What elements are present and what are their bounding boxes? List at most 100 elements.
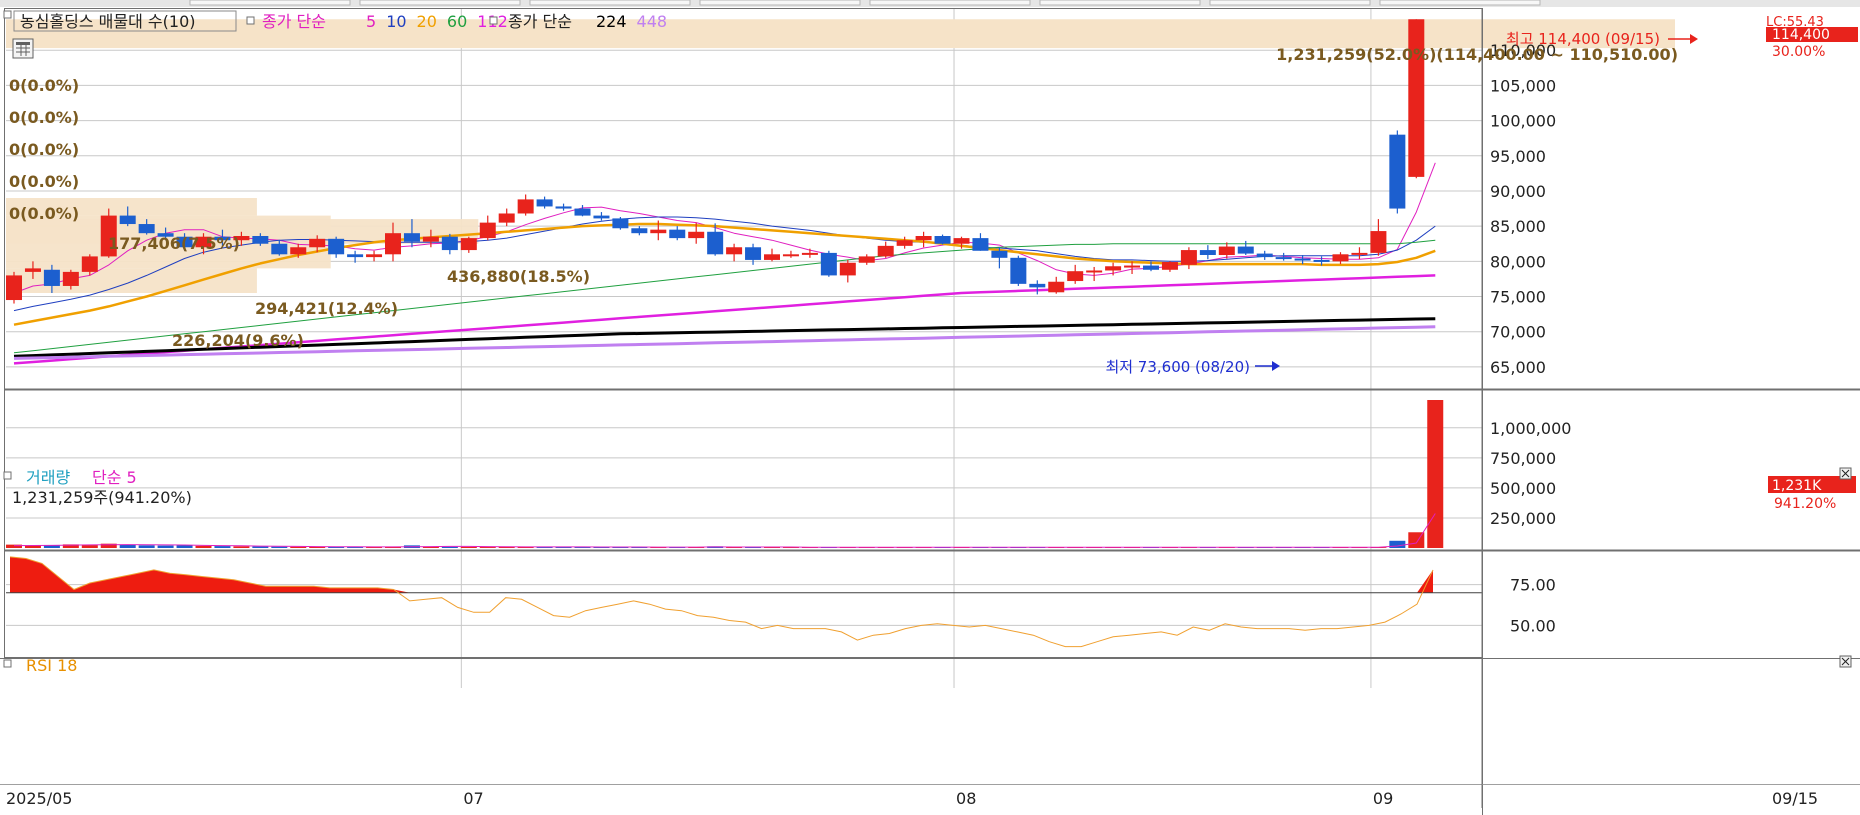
candle-body — [669, 229, 686, 239]
ma2-label[interactable]: 종가 단순 — [508, 12, 572, 31]
candle-body — [953, 238, 970, 244]
candle — [801, 248, 818, 258]
candle — [934, 234, 951, 245]
candle — [858, 254, 875, 265]
candle-body — [81, 256, 98, 272]
candle — [1143, 261, 1159, 272]
candle-body — [1218, 246, 1235, 255]
volume-close-icon[interactable] — [1839, 467, 1852, 480]
candle-body — [782, 254, 799, 257]
price-badge-bg — [1766, 27, 1858, 42]
volume-tick-label: 500,000 — [1490, 479, 1556, 498]
volume-title[interactable]: 거래량 — [26, 468, 70, 487]
ma-line-10 — [13, 216, 1436, 312]
volume-bar — [176, 545, 193, 548]
rsi-title[interactable]: RSI 18 — [26, 656, 77, 675]
volume-bar — [536, 547, 553, 548]
candle-body — [1143, 265, 1159, 270]
item-name-box[interactable] — [13, 10, 237, 32]
volume-profile-zero-row: 0(0.0%) — [9, 204, 79, 223]
candle — [1351, 247, 1368, 260]
candle-body — [1370, 231, 1387, 253]
candle — [290, 243, 307, 258]
ma-period-label[interactable]: 5 — [366, 12, 376, 31]
candle-body — [877, 245, 894, 257]
ma-period-label[interactable]: 448 — [637, 12, 668, 31]
price-legend: 농심홀딩스 매물대 수(10) 종가 단순 5102060112 종가 단순 2… — [3, 10, 667, 32]
ma-line-5 — [13, 162, 1436, 294]
ma-period-label[interactable]: 60 — [447, 12, 467, 31]
candle — [441, 233, 458, 255]
ma-period-label[interactable]: 10 — [386, 12, 406, 31]
candle — [612, 217, 629, 230]
price-tick-label: 80,000 — [1490, 252, 1546, 271]
candle — [460, 236, 477, 253]
volume-info: 1,231,259주(941.20%) — [12, 488, 192, 507]
volume-tick-label: 250,000 — [1490, 509, 1556, 528]
candle-body — [820, 252, 837, 276]
candle-body — [745, 247, 762, 260]
top-strip-cell — [1039, 0, 1201, 6]
candle — [6, 271, 22, 304]
volume-bar — [233, 546, 250, 548]
candle — [1275, 252, 1292, 261]
x-axis-label: 07 — [463, 789, 483, 808]
candle — [347, 250, 364, 263]
candle-body — [801, 252, 818, 255]
ma-period-label[interactable]: 20 — [417, 12, 437, 31]
volume-ma-label[interactable]: 단순 5 — [92, 468, 137, 487]
candle — [1256, 250, 1273, 260]
volume-bar — [764, 547, 780, 548]
rsi-close-icon[interactable] — [1839, 655, 1852, 668]
candle-body — [1086, 270, 1103, 273]
candle-body — [1351, 252, 1368, 255]
candle — [1370, 219, 1387, 256]
candle — [1313, 256, 1330, 266]
volume-bar — [745, 547, 762, 548]
candle — [1294, 255, 1311, 265]
volume-bar — [214, 546, 231, 548]
ma1-label[interactable]: 종가 단순 — [262, 12, 326, 31]
volume-bar — [782, 547, 799, 548]
candle-body — [43, 269, 60, 286]
candle — [991, 247, 1008, 269]
candle — [1389, 130, 1406, 214]
candle — [309, 235, 326, 253]
legend-marker-icon — [246, 16, 255, 25]
price-tick-label: 70,000 — [1490, 323, 1546, 342]
legend-marker-icon — [489, 16, 498, 25]
volume-bar — [24, 545, 41, 548]
volume-bar — [138, 545, 155, 548]
candle — [839, 259, 856, 283]
candle-body — [650, 229, 667, 234]
price-tick-label: 100,000 — [1490, 112, 1556, 131]
candle — [972, 233, 989, 251]
candle — [43, 264, 60, 293]
candle-body — [479, 222, 496, 239]
ma-period-label[interactable]: 224 — [596, 12, 627, 31]
candle — [138, 219, 155, 235]
candle — [1161, 261, 1178, 272]
volume-bar — [422, 546, 439, 548]
price-tick-label: 75,000 — [1490, 288, 1546, 307]
calendar-button[interactable] — [12, 38, 34, 59]
ma1-periods[interactable]: 5102060112 — [366, 12, 508, 31]
volume-profile-zero-row: 0(0.0%) — [9, 172, 79, 191]
candle — [1180, 247, 1197, 270]
ma-line-448 — [13, 325, 1436, 360]
volume-bar — [574, 547, 591, 548]
volume-bar — [498, 546, 515, 548]
price-tick-label: 65,000 — [1490, 358, 1546, 377]
rsi-tick-label: 50.00 — [1510, 616, 1556, 635]
volume-badge-pct: 941.20% — [1774, 496, 1836, 512]
top-strip-cell — [189, 0, 351, 6]
candle — [707, 223, 724, 256]
candle — [479, 215, 496, 241]
ma2-periods[interactable]: 224 448 — [596, 12, 667, 31]
item-name[interactable]: 농심홀딩스 매물대 수(10) — [20, 12, 196, 31]
volume-bar — [517, 546, 534, 548]
volume-tick-label: 750,000 — [1490, 449, 1556, 468]
candle — [81, 254, 98, 276]
candle — [119, 206, 136, 227]
candle — [1237, 240, 1254, 255]
